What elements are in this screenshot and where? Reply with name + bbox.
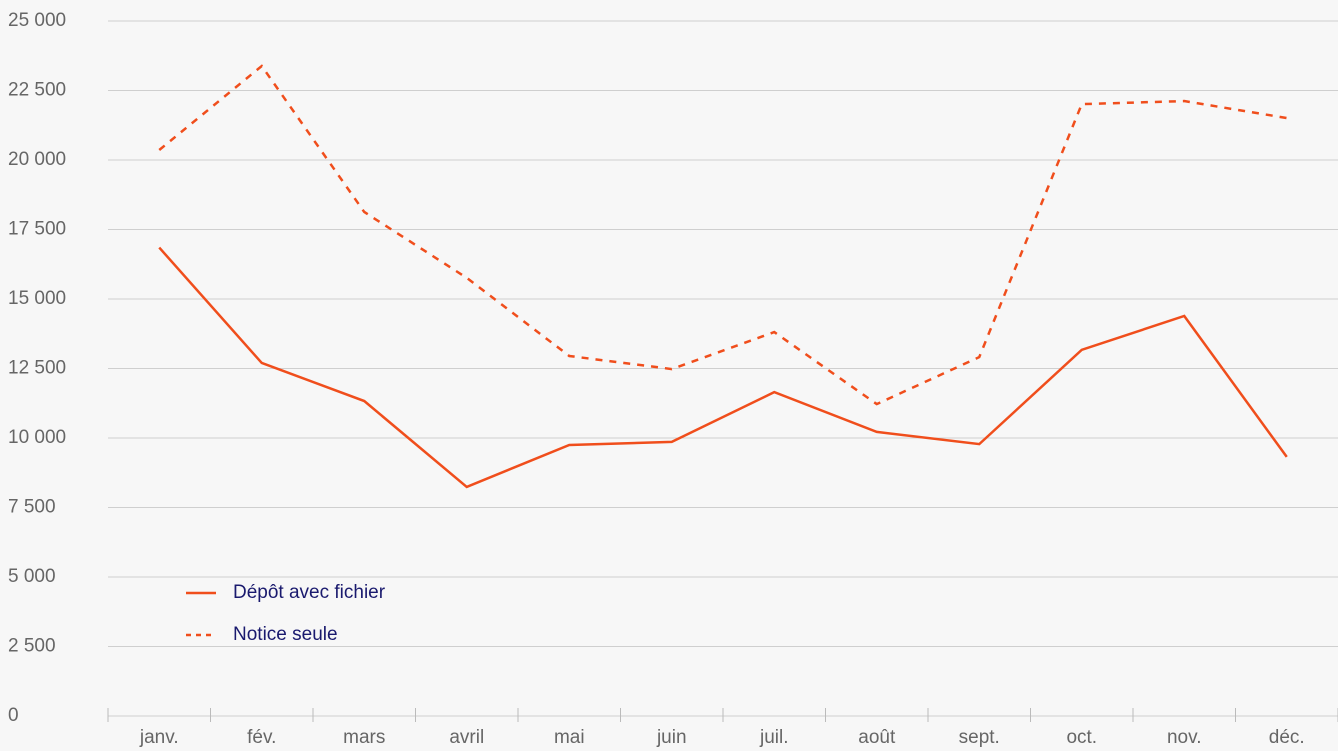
y-tick-label: 22 500 bbox=[8, 80, 66, 101]
y-tick-label: 10 000 bbox=[8, 427, 66, 448]
y-tick-label: 17 500 bbox=[8, 219, 66, 240]
x-tick-label: sept. bbox=[959, 727, 1000, 748]
y-tick-label: 15 000 bbox=[8, 288, 66, 309]
y-tick-label: 12 500 bbox=[8, 358, 66, 379]
x-tick-label: déc. bbox=[1269, 727, 1305, 748]
y-tick-label: 20 000 bbox=[8, 149, 66, 170]
y-tick-label: 25 000 bbox=[8, 10, 66, 31]
legend-text: Dépôt avec fichier bbox=[233, 582, 386, 603]
y-tick-label: 7 500 bbox=[8, 497, 56, 518]
line-series bbox=[158, 246, 1288, 489]
x-tick-label: juil. bbox=[759, 727, 789, 748]
legend-text: Notice seule bbox=[233, 624, 338, 645]
y-tick-label: 5 000 bbox=[8, 566, 56, 587]
x-tick-label: juin bbox=[656, 727, 687, 748]
x-tick-label: janv. bbox=[139, 727, 179, 748]
x-tick-label: nov. bbox=[1167, 727, 1202, 748]
x-tick-label: oct. bbox=[1066, 727, 1097, 748]
line-series bbox=[158, 64, 1287, 406]
x-tick-label: avril bbox=[449, 727, 484, 748]
x-tick-label: fév. bbox=[247, 727, 276, 748]
y-tick-label: 0 bbox=[8, 705, 19, 726]
x-tick-label: mars bbox=[343, 727, 385, 748]
x-tick-label: août bbox=[858, 727, 896, 748]
x-tick-label: mai bbox=[554, 727, 585, 748]
y-tick-label: 2 500 bbox=[8, 636, 56, 657]
